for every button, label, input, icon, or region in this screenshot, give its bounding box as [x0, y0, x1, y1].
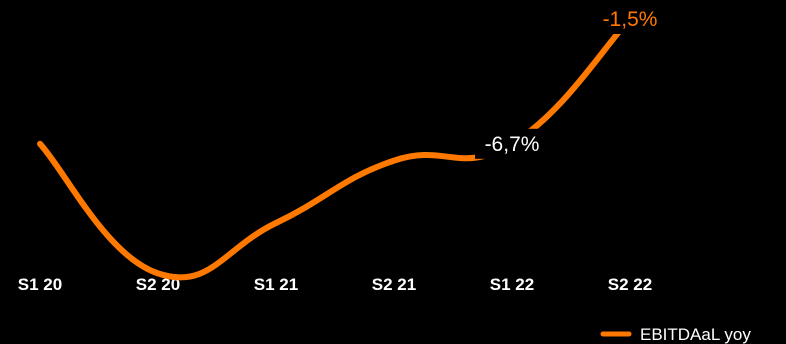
- x-tick-label: S2 21: [372, 275, 416, 294]
- data-labels: -6,7% -1,5%: [475, 4, 667, 159]
- legend: EBITDAaL yoy: [600, 325, 751, 344]
- x-axis-ticks: S1 20 S2 20 S1 21 S2 21 S1 22 S2 22: [18, 275, 652, 294]
- x-tick-label: S2 20: [136, 275, 180, 294]
- legend-label: EBITDAaL yoy: [640, 325, 751, 344]
- data-label: -1,5%: [593, 4, 667, 34]
- x-tick-label: S1 22: [490, 275, 534, 294]
- data-label-background: [475, 128, 549, 159]
- data-label-background: [593, 4, 667, 34]
- data-label-text: -6,7%: [485, 133, 540, 156]
- data-label-text: -1,5%: [603, 8, 658, 31]
- x-tick-label: S2 22: [608, 275, 652, 294]
- data-label: -6,7%: [475, 128, 549, 159]
- series-line-ebitdaal-yoy: [37, 16, 633, 281]
- x-tick-label: S1 20: [18, 275, 62, 294]
- x-tick-label: S1 21: [254, 275, 298, 294]
